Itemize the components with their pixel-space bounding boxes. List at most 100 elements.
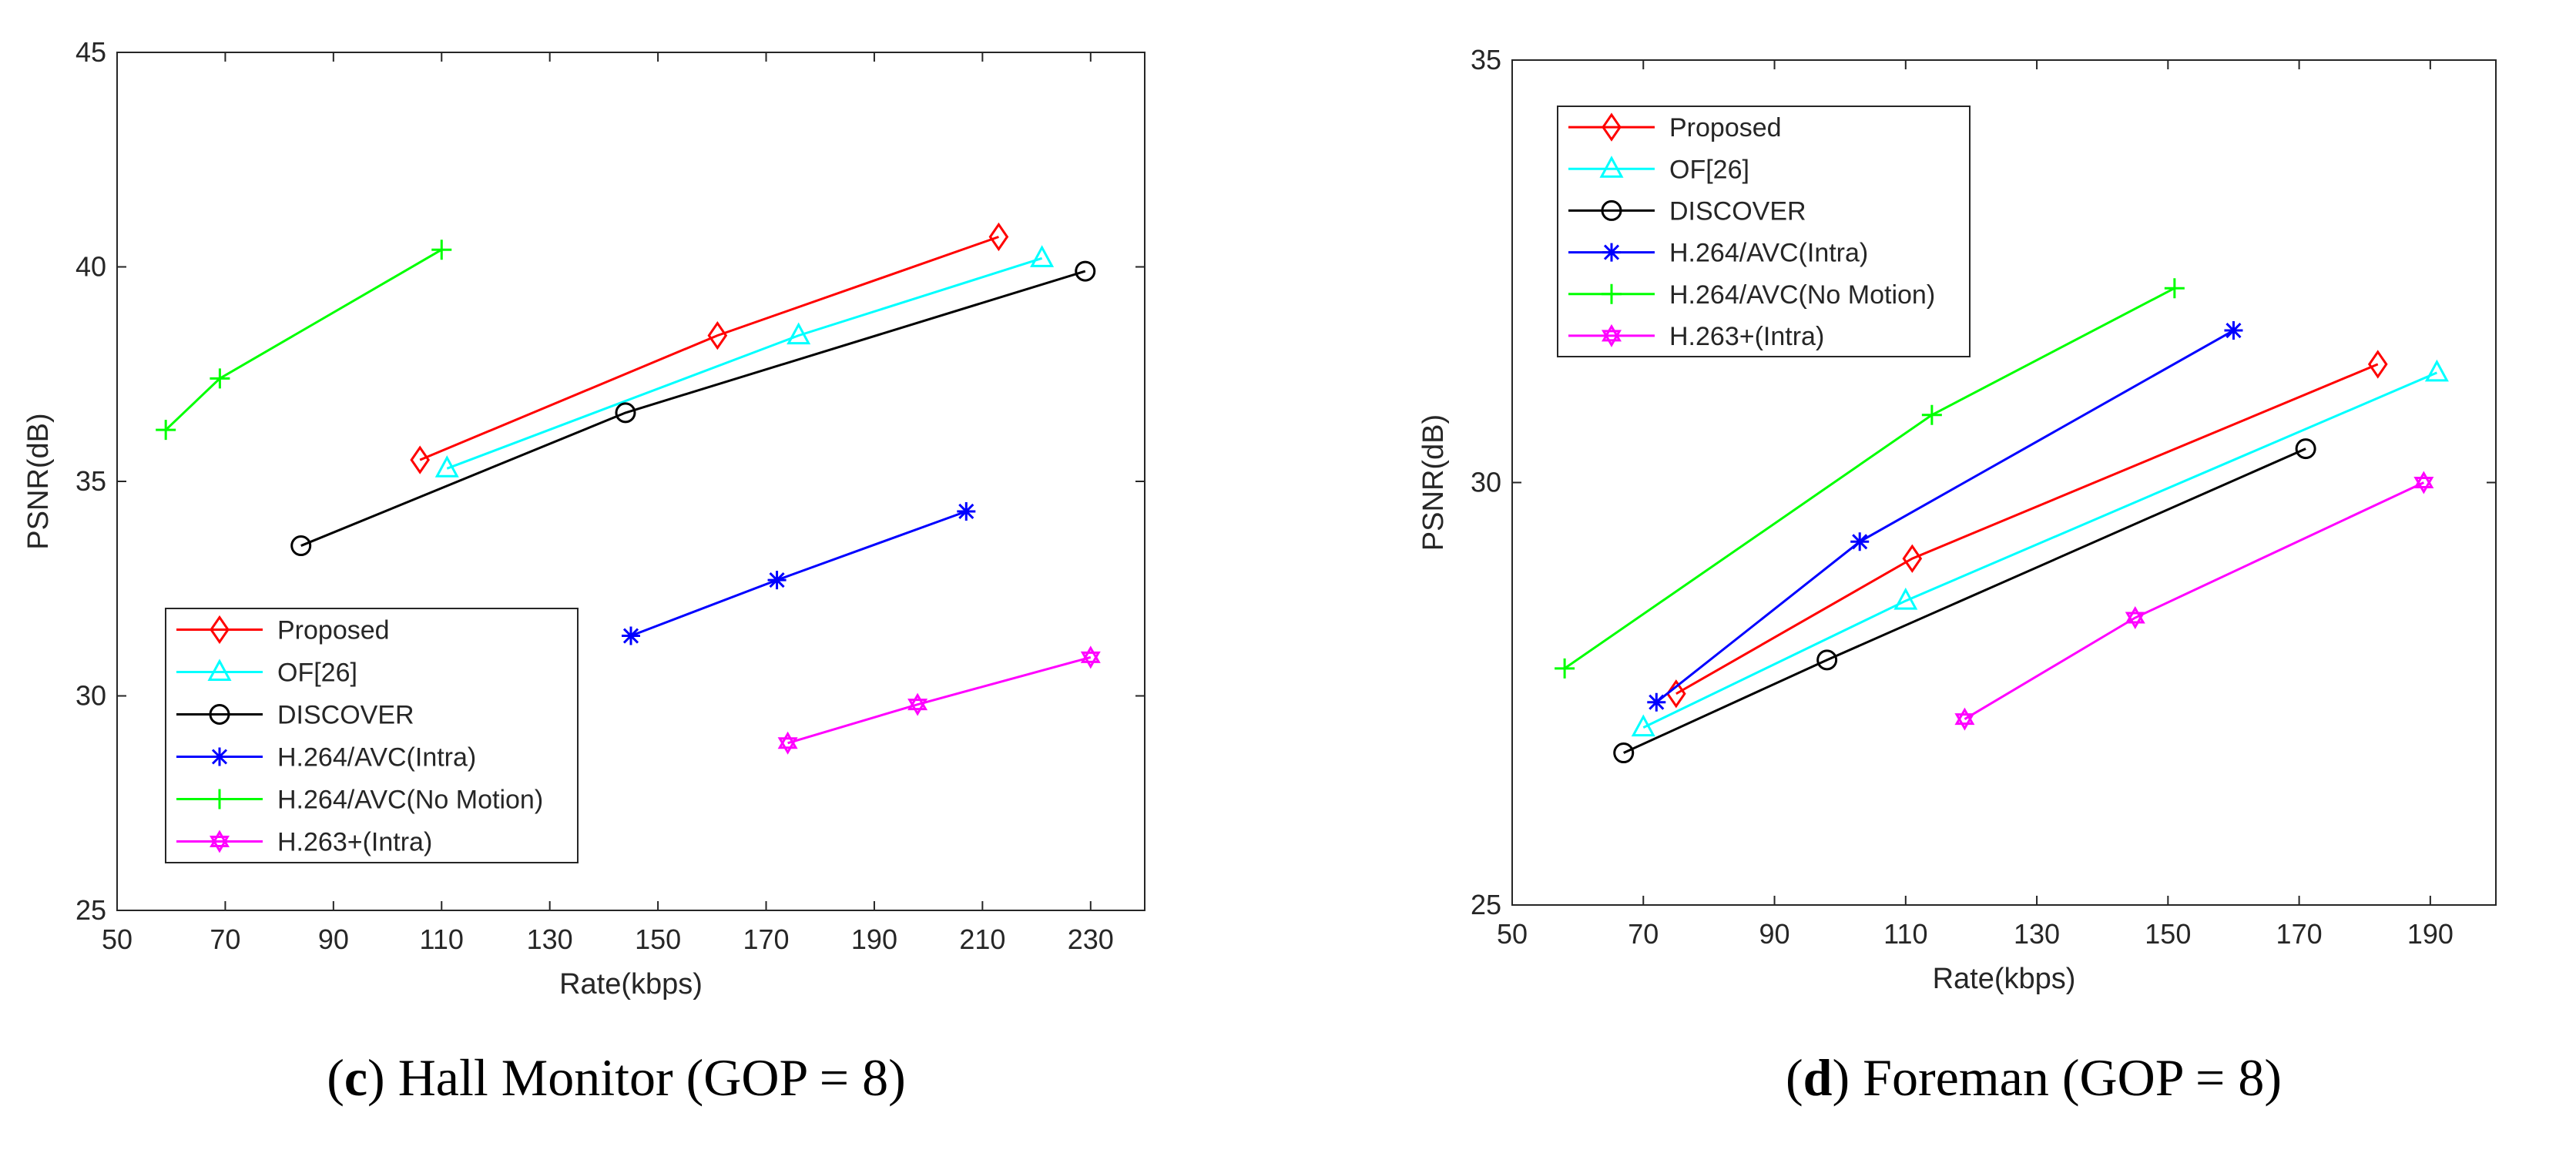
chart-d-series-3 bbox=[1647, 321, 2243, 712]
chart-d-legend-label: H.263+(Intra) bbox=[1669, 322, 1824, 351]
chart-d-xtick-label: 50 bbox=[1497, 918, 1528, 950]
chart-c-data-point bbox=[431, 240, 452, 260]
chart-c-series-0 bbox=[410, 222, 1009, 474]
chart-c-legend-marker bbox=[210, 615, 230, 645]
chart-c-series-line bbox=[630, 510, 967, 637]
chart-c-xtick-label: 70 bbox=[210, 923, 240, 955]
chart-d-legend-marker bbox=[1602, 283, 1622, 304]
chart-c-legend: Proposed OF[26] DISCOVER H.264/AVC(Intra) H.… bbox=[165, 608, 579, 863]
chart-d-ytick-label: 30 bbox=[1471, 467, 1501, 498]
chart-d-series-5 bbox=[1954, 471, 2434, 731]
chart-d-series-line bbox=[1642, 371, 2437, 729]
chart-c-data-point bbox=[434, 455, 459, 478]
chart-d-data-point bbox=[1893, 587, 1918, 610]
chart-c-ylabel: PSNR(dB) bbox=[22, 413, 55, 549]
chart-d-legend-label: H.264/AVC(No Motion) bbox=[1669, 280, 1935, 310]
chart-d-ylabel: PSNR(dB) bbox=[1417, 414, 1450, 551]
chart-c-data-point bbox=[156, 420, 176, 441]
chart-d-legend-marker bbox=[1602, 112, 1622, 142]
chart-c-data-point bbox=[777, 731, 798, 755]
chart-d-series-2 bbox=[1613, 438, 2316, 764]
chart-c-legend-marker bbox=[210, 747, 229, 766]
chart-c-legend-label: H.263+(Intra) bbox=[277, 828, 432, 857]
chart-c-series-line bbox=[300, 270, 1086, 547]
chart-c-data-point bbox=[410, 445, 430, 474]
chart-d-series-line bbox=[1675, 363, 2379, 695]
chart-c-series-3 bbox=[622, 501, 976, 645]
chart-c-legend-box bbox=[165, 608, 579, 863]
chart-c-ytick-label: 40 bbox=[75, 251, 106, 283]
chart-c-data-point bbox=[787, 322, 811, 345]
chart-d-data-point bbox=[1921, 404, 1942, 425]
chart-c-ytick-label: 45 bbox=[75, 36, 106, 68]
chart-c-xtick-label: 150 bbox=[635, 923, 681, 955]
chart-d-xtick-label: 150 bbox=[2145, 918, 2191, 950]
chart-c-data-point bbox=[290, 535, 312, 557]
chart-c-legend-label: H.264/AVC(No Motion) bbox=[277, 786, 543, 815]
chart-c-data-point bbox=[1030, 245, 1055, 267]
chart-c-xtick-label: 210 bbox=[959, 923, 1005, 955]
chart-c-data-point bbox=[622, 626, 640, 645]
chart-c: 50 70 90 110 130 150 170 190 210 230 25 30 35 40 45 Rat… bbox=[22, 36, 1145, 1000]
chart-c-legend-marker bbox=[209, 704, 230, 725]
chart-c-xtick-label: 90 bbox=[318, 923, 349, 955]
chart-d-xtick-label: 70 bbox=[1628, 918, 1659, 950]
chart-d-xtick-label: 170 bbox=[2276, 918, 2323, 950]
chart-d-data-point bbox=[1850, 532, 1870, 551]
chart-d-xtick-label: 90 bbox=[1759, 918, 1790, 950]
chart-c-legend-marker bbox=[210, 789, 230, 809]
chart-d-data-point bbox=[1816, 649, 1838, 671]
chart-c-legend-marker bbox=[210, 830, 230, 853]
chart-d-legend-label: H.264/AVC(Intra) bbox=[1669, 239, 1868, 268]
chart-c-legend-label: Proposed bbox=[277, 616, 390, 645]
chart-d-data-point bbox=[2224, 321, 2243, 340]
chart-d: 50 70 90 110 130 150 170 190 25 30 35 Rate(kbps) PSN… bbox=[1417, 44, 2497, 995]
chart-c-series-2 bbox=[290, 260, 1096, 557]
caption-d: (d) Foreman (GOP = 8) bbox=[1785, 1048, 2282, 1107]
chart-c-data-point bbox=[707, 320, 728, 350]
chart-d-data-point bbox=[2424, 359, 2449, 382]
chart-d-data-point bbox=[1631, 714, 1655, 737]
chart-d-legend-marker bbox=[1601, 199, 1622, 221]
chart-d-xlabel: Rate(kbps) bbox=[1933, 963, 2076, 995]
chart-d-legend-marker bbox=[1602, 243, 1621, 262]
chart-d-legend: Proposed OF[26] DISCOVER H.264/AVC(Intra) H.… bbox=[1557, 106, 1971, 357]
caption-c-label: c bbox=[344, 1048, 368, 1107]
chart-c-data-point bbox=[907, 692, 928, 716]
chart-d-data-point bbox=[1613, 742, 1635, 764]
chart-d-series-line bbox=[1655, 329, 2235, 703]
chart-d-legend-box bbox=[1557, 106, 1971, 357]
chart-d-series-4 bbox=[1555, 278, 2185, 679]
chart-d-data-point bbox=[2125, 606, 2145, 630]
chart-d-legend-marker bbox=[1602, 323, 1622, 347]
caption-c-text: Hall Monitor (GOP = 8) bbox=[397, 1048, 906, 1107]
caption-c: (c) Hall Monitor (GOP = 8) bbox=[327, 1048, 906, 1107]
chart-c-series-line bbox=[787, 655, 1092, 745]
caption-d-label: d bbox=[1803, 1048, 1833, 1107]
chart-d-data-point bbox=[2164, 278, 2185, 299]
chart-d-xtick-label: 130 bbox=[2014, 918, 2060, 950]
chart-d-xtick-label: 110 bbox=[1883, 918, 1927, 950]
chart-c-legend-label: DISCOVER bbox=[277, 701, 414, 730]
chart-c-xlabel: Rate(kbps) bbox=[559, 968, 703, 1000]
chart-c-series-5 bbox=[777, 645, 1101, 755]
chart-c-xtick-label: 130 bbox=[527, 923, 573, 955]
chart-d-series-line bbox=[1623, 447, 2306, 754]
chart-c-series-1 bbox=[434, 245, 1055, 478]
chart-c-xtick-label: 50 bbox=[102, 923, 132, 955]
chart-c-series-4 bbox=[156, 240, 452, 441]
chart-d-series-0 bbox=[1666, 350, 2388, 709]
chart-c-ytick-label: 25 bbox=[75, 894, 106, 926]
chart-c-data-point bbox=[957, 501, 976, 521]
chart-c-data-point bbox=[1075, 260, 1096, 282]
chart-d-legend-marker bbox=[1599, 156, 1624, 178]
chart-d-xtick-label: 190 bbox=[2407, 918, 2454, 950]
chart-d-legend-label: Proposed bbox=[1669, 113, 1782, 142]
chart-c-xtick-label: 170 bbox=[743, 923, 789, 955]
chart-d-series-line bbox=[1964, 481, 2424, 720]
chart-d-data-point bbox=[2295, 438, 2316, 460]
chart-d-data-point bbox=[1555, 658, 1575, 679]
chart-d-series-1 bbox=[1631, 359, 2449, 737]
chart-c-legend-marker bbox=[207, 659, 232, 681]
